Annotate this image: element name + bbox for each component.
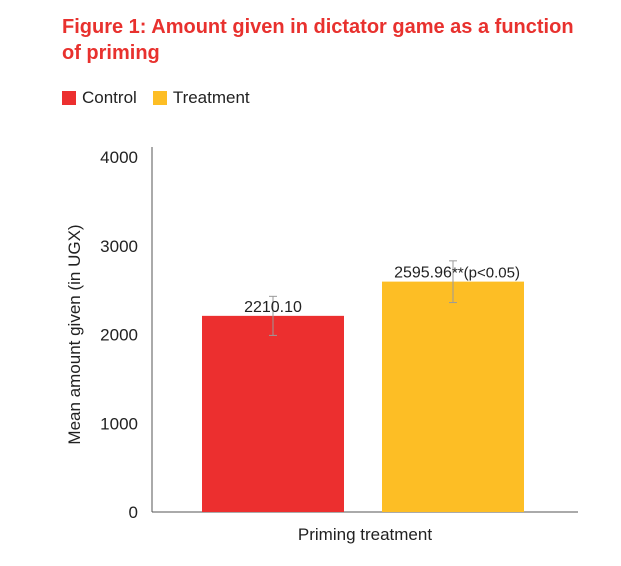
- y-tick-label: 1000: [100, 414, 138, 433]
- y-tick-label: 3000: [100, 237, 138, 256]
- data-label-control: 2210.10: [244, 299, 302, 316]
- x-axis-label: Priming treatment: [298, 525, 432, 544]
- bar-control: [202, 315, 344, 512]
- bar-treatment: [382, 281, 524, 512]
- y-tick-label: 0: [129, 503, 138, 522]
- legend-swatch-control: [62, 91, 76, 105]
- legend-swatch-treatment: [152, 91, 167, 105]
- legend-label-control: Control: [82, 88, 137, 107]
- chart-title: Figure 1: Amount given in dictator game …: [62, 16, 574, 64]
- legend: Control Treatment: [62, 88, 266, 108]
- y-tick-label: 4000: [100, 148, 138, 167]
- data-label-treatment: 2595.96: [394, 265, 452, 282]
- y-axis-label: Mean amount given (in UGX): [65, 224, 84, 444]
- legend-item-treatment: Treatment: [152, 88, 250, 108]
- legend-label-treatment: Treatment: [172, 88, 250, 107]
- bars: 2210.10 2595.96 **(p<0.05): [202, 260, 524, 512]
- y-tick-label: 2000: [100, 326, 138, 345]
- y-axis-ticks: 0 1000 2000 3000 4000: [100, 148, 138, 522]
- significance-annotation: **(p<0.05): [452, 265, 520, 282]
- legend-item-control: Control: [62, 88, 137, 108]
